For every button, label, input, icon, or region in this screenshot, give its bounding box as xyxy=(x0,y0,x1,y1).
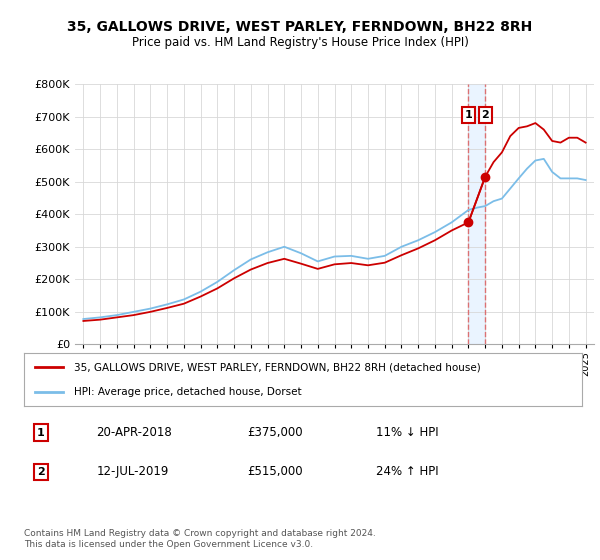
Text: 2: 2 xyxy=(481,110,489,120)
Text: 2: 2 xyxy=(37,467,44,477)
Text: 35, GALLOWS DRIVE, WEST PARLEY, FERNDOWN, BH22 8RH (detached house): 35, GALLOWS DRIVE, WEST PARLEY, FERNDOWN… xyxy=(74,362,481,372)
Text: 1: 1 xyxy=(37,428,44,437)
Text: 1: 1 xyxy=(464,110,472,120)
Text: HPI: Average price, detached house, Dorset: HPI: Average price, detached house, Dors… xyxy=(74,386,302,396)
Text: 11% ↓ HPI: 11% ↓ HPI xyxy=(376,426,438,439)
Bar xyxy=(469,84,485,344)
Text: 20-APR-2018: 20-APR-2018 xyxy=(97,426,172,439)
Text: 24% ↑ HPI: 24% ↑ HPI xyxy=(376,465,438,478)
Text: Contains HM Land Registry data © Crown copyright and database right 2024.
This d: Contains HM Land Registry data © Crown c… xyxy=(24,529,376,549)
Text: 35, GALLOWS DRIVE, WEST PARLEY, FERNDOWN, BH22 8RH: 35, GALLOWS DRIVE, WEST PARLEY, FERNDOWN… xyxy=(67,20,533,34)
Text: £515,000: £515,000 xyxy=(247,465,303,478)
Text: Price paid vs. HM Land Registry's House Price Index (HPI): Price paid vs. HM Land Registry's House … xyxy=(131,36,469,49)
Text: £375,000: £375,000 xyxy=(247,426,303,439)
Text: 12-JUL-2019: 12-JUL-2019 xyxy=(97,465,169,478)
